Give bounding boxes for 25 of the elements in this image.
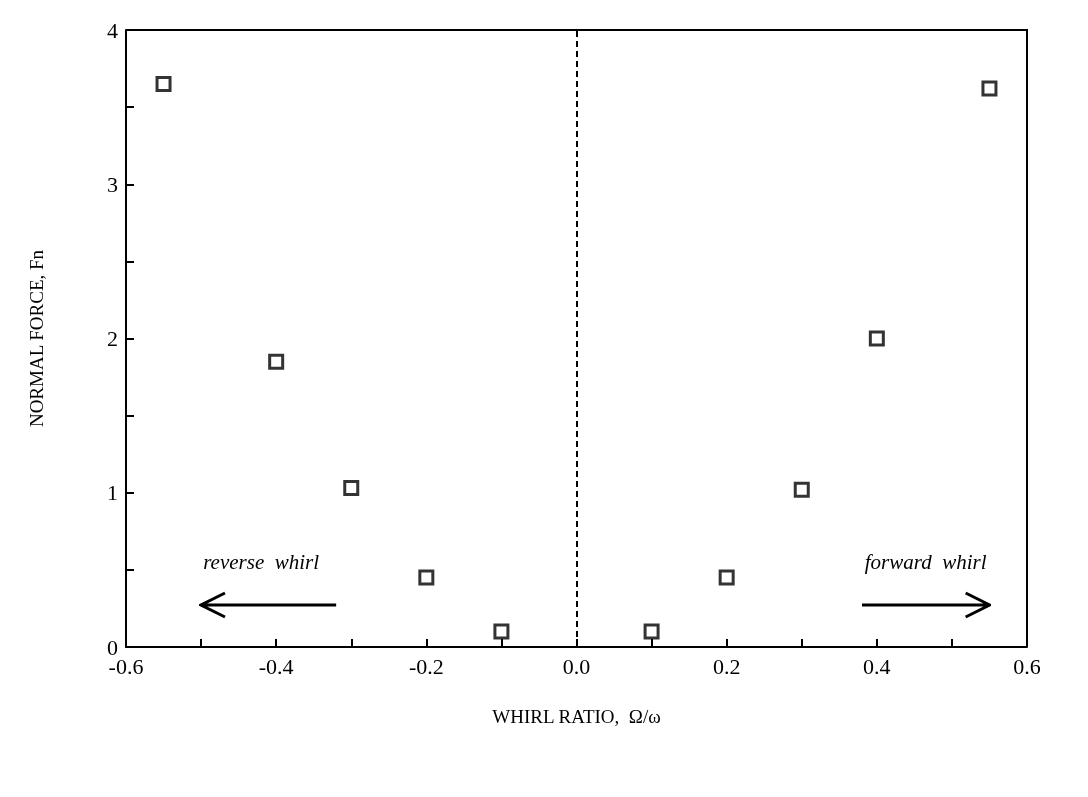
annotation: reverse whirl [203, 550, 320, 575]
point [155, 75, 172, 92]
x-tick-label: 0.0 [562, 653, 591, 679]
y-tick-label: 1 [107, 480, 118, 506]
point [718, 569, 735, 586]
point [343, 480, 360, 497]
point [793, 481, 810, 498]
point [643, 623, 660, 640]
y-tick-label: 0 [107, 634, 118, 660]
point [868, 330, 885, 347]
x-tick-label: 0.4 [863, 653, 891, 679]
point [493, 623, 510, 640]
y-tick-label: 4 [107, 17, 118, 43]
point [981, 80, 998, 97]
x-tick-label: 0.6 [1013, 653, 1041, 679]
x-tick-label: 0.2 [712, 653, 741, 679]
x-axis-title: WHIRL RATIO, Ω/ω [492, 706, 661, 727]
y-tick-label: 3 [107, 171, 118, 197]
y-tick-label: 2 [107, 326, 118, 351]
point [418, 569, 435, 586]
y-axis-title: NORMAL FORCE, Fn [26, 249, 47, 428]
point [268, 353, 285, 370]
annotation: forward whirl [864, 550, 987, 575]
x-tick-label: -0.4 [258, 653, 294, 679]
x-tick-label: -0.2 [408, 653, 444, 679]
